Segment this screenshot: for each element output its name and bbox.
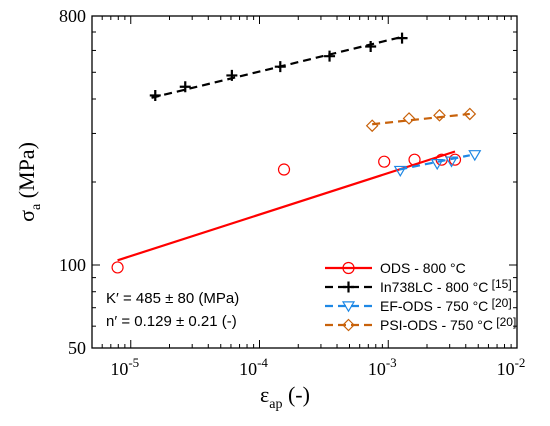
x-tick-exponent: -2 <box>515 355 526 370</box>
series-2-point-6 <box>365 41 377 53</box>
legend-item-3-swatch-marker <box>341 301 356 313</box>
series-4-fit-line <box>372 112 470 126</box>
x-tick-label: 10-5 <box>110 355 139 379</box>
series-1-point-4 <box>408 153 421 166</box>
series-4-point-3 <box>433 108 446 122</box>
x-tick-base: 10 <box>368 359 386 379</box>
x-tick-base: 10 <box>110 359 128 379</box>
series-3-point-1 <box>393 165 407 177</box>
legend-item-2-reference: [15] <box>488 277 511 291</box>
legend-item-1-name: ODS - 800 °C <box>380 260 466 276</box>
series-4-point-1 <box>365 119 379 133</box>
x-tick-label: 10-2 <box>497 355 526 379</box>
series-1-point-6 <box>448 153 462 166</box>
series-3-point-3 <box>444 156 459 168</box>
legend-item-4-reference: [20] <box>493 315 516 329</box>
x-axis-label: εap (-) <box>260 382 310 412</box>
series-2-point-5 <box>324 50 336 62</box>
x-tick-exponent: -4 <box>257 355 268 370</box>
legend-item-2-swatch-marker <box>343 281 354 293</box>
series-1-point-3 <box>378 155 391 168</box>
series-1-point-2 <box>277 163 291 176</box>
y-tick-label: 100 <box>59 255 86 275</box>
y-tick-label: 800 <box>59 6 86 26</box>
series-1-fit-line <box>117 150 456 262</box>
x-tick-label: 10-3 <box>368 355 397 379</box>
x-tick-exponent: -5 <box>128 355 139 370</box>
series-2-point-1 <box>149 89 161 101</box>
x-axis-label-unit: (-) <box>282 382 309 407</box>
y-axis-label-unit: (MPa) <box>14 142 39 204</box>
legend-item-1-label: ODS - 800 °C <box>380 260 466 276</box>
x-tick-label: 10-4 <box>239 355 268 379</box>
series-3-point-2 <box>430 158 444 171</box>
annotation-K: K′ = 485 ± 80 (MPa) <box>106 290 239 307</box>
x-tick-exponent: -3 <box>386 355 397 370</box>
series-4-point-2 <box>402 112 416 125</box>
series-3-fit-line <box>399 154 471 171</box>
legend-item-4-swatch-marker <box>342 318 355 332</box>
y-tick-label: 50 <box>68 338 86 358</box>
legend-item-3-name: EF-ODS - 750 °C <box>380 298 488 314</box>
y-axis-label-main: σ <box>14 210 39 222</box>
series-2-point-2 <box>179 81 191 93</box>
legend-item-1-swatch-marker <box>342 261 355 275</box>
series-2-point-4 <box>274 61 286 73</box>
x-tick-base: 10 <box>239 359 257 379</box>
legend-item-4-name: PSI-ODS - 750 °C <box>380 317 493 333</box>
y-axis-label: σa (MPa) <box>14 142 44 222</box>
legend-item-3-label: EF-ODS - 750 °C [20] <box>380 296 512 314</box>
legend-item-3-reference: [20] <box>488 296 511 310</box>
x-axis-label-sub: ap <box>269 397 282 412</box>
x-tick-base: 10 <box>497 359 515 379</box>
legend-item-2-label: In738LC - 800 °C [15] <box>380 277 512 295</box>
series-3-point-4 <box>468 150 482 162</box>
legend-item-4-label: PSI-ODS - 750 °C [20] <box>380 315 516 333</box>
series-2-point-3 <box>226 69 238 81</box>
annotation-n: n′ = 0.129 ± 0.21 (-) <box>106 313 237 330</box>
series-4-point-4 <box>463 107 477 121</box>
series-2-point-7 <box>396 32 408 44</box>
y-axis-label-sub: a <box>29 203 44 210</box>
x-axis-label-main: ε <box>260 382 269 407</box>
series-1-point-1 <box>111 261 124 274</box>
legend-item-2-name: In738LC - 800 °C <box>380 279 488 295</box>
